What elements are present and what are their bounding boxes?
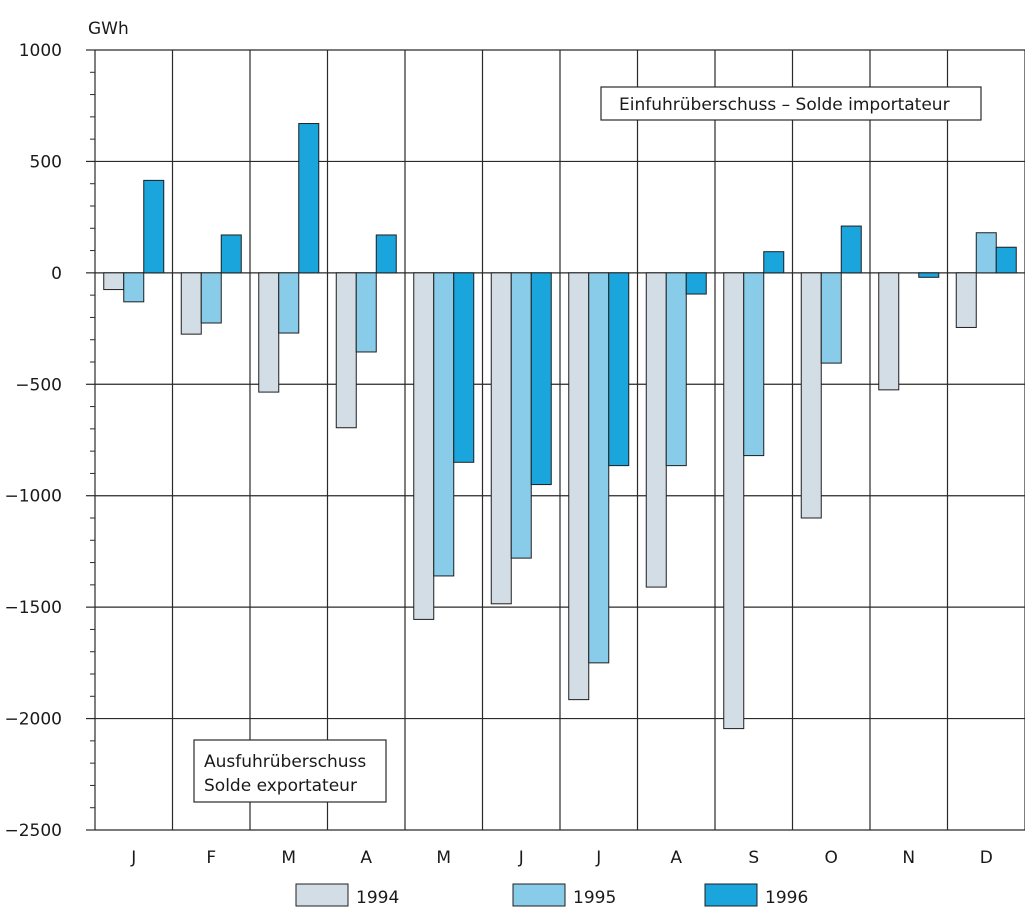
y-tick-label: 0 <box>51 264 62 284</box>
y-tick-label: −500 <box>15 375 62 395</box>
x-tick-label: J <box>130 848 136 868</box>
export-annotation-box <box>193 739 387 803</box>
legend-swatch <box>704 883 758 907</box>
bar <box>180 272 202 335</box>
bar <box>490 272 512 605</box>
bar <box>298 123 320 274</box>
y-tick-label: 500 <box>30 152 62 172</box>
import-annotation-text: Einfuhrüberschuss – Solde importateur <box>619 95 950 115</box>
bar <box>878 272 900 391</box>
bar <box>453 272 475 463</box>
x-tick-label: J <box>595 848 601 868</box>
bar <box>608 272 630 467</box>
bar <box>918 272 940 278</box>
bar <box>123 272 145 303</box>
grid <box>94 49 1025 831</box>
bar <box>510 272 532 559</box>
x-tick-label: F <box>206 848 216 868</box>
bar <box>530 272 552 486</box>
legend: 1994 1995 1996 <box>295 883 808 908</box>
y-tick-label: −1500 <box>4 598 62 618</box>
bar <box>665 272 687 467</box>
bar <box>568 272 590 701</box>
bar <box>413 272 435 620</box>
labels: GWh 1000 500 0 −500 −1000 −1500 −2000 −2500 J F M A… <box>4 19 992 868</box>
bar <box>258 272 280 393</box>
x-tick-label: A <box>360 848 372 868</box>
bar <box>103 272 125 291</box>
bar <box>955 272 977 328</box>
bar <box>840 225 862 274</box>
bar <box>433 272 455 577</box>
bar <box>645 272 667 588</box>
x-tick-label: N <box>902 848 915 868</box>
unit-label: GWh <box>88 19 129 39</box>
x-tick-label: D <box>980 848 993 868</box>
x-tick-label: O <box>825 848 838 868</box>
bar <box>588 272 610 664</box>
export-annotation: Ausfuhrüberschuss Solde exportateur <box>193 739 387 803</box>
axis <box>86 49 95 831</box>
legend-label: 1995 <box>573 888 616 908</box>
legend-swatch <box>512 883 566 907</box>
legend-label: 1996 <box>765 888 808 908</box>
bars <box>103 123 1017 730</box>
y-tick-label: −2000 <box>4 710 62 730</box>
bar <box>375 234 397 274</box>
x-tick-label: J <box>518 848 524 868</box>
export-annotation-line2: Solde exportateur <box>204 776 357 796</box>
y-tick-label: −2500 <box>4 821 62 841</box>
bar <box>355 272 377 353</box>
bar <box>763 251 785 274</box>
import-annotation: Einfuhrüberschuss – Solde importateur <box>600 86 982 121</box>
bar <box>220 234 242 274</box>
bar <box>278 272 300 334</box>
bar <box>335 272 357 429</box>
y-tick-label: −1000 <box>4 487 62 507</box>
bar <box>723 272 745 730</box>
bar <box>820 272 842 364</box>
bar <box>800 272 822 519</box>
legend-label: 1994 <box>356 888 399 908</box>
legend-swatch <box>295 883 349 907</box>
x-tick-label: A <box>670 848 682 868</box>
bar <box>685 272 707 295</box>
bar <box>743 272 765 457</box>
bar <box>200 272 222 324</box>
bar <box>143 179 165 274</box>
import-annotation-box <box>600 86 982 121</box>
x-tick-label: M <box>436 848 451 868</box>
bar <box>975 232 997 274</box>
x-tick-label: S <box>748 848 759 868</box>
export-annotation-line1: Ausfuhrüberschuss <box>204 752 366 772</box>
y-tick-label: 1000 <box>19 41 62 61</box>
bar <box>995 246 1017 274</box>
x-tick-label: M <box>281 848 296 868</box>
